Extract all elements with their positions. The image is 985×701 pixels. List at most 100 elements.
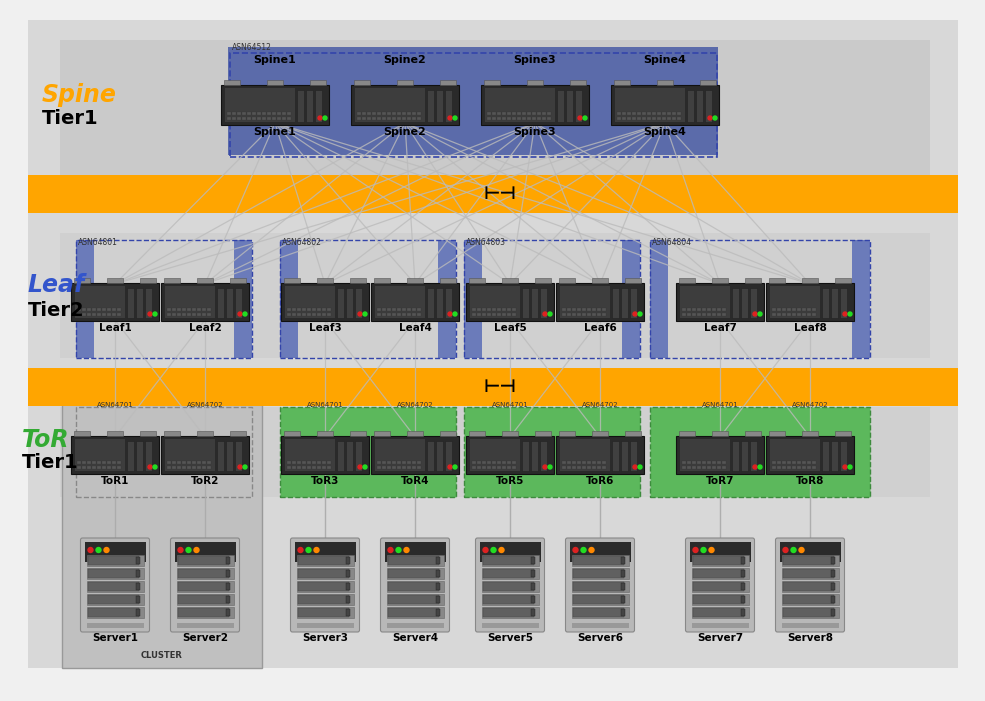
Bar (207, 466, 211, 469)
Bar (597, 466, 601, 469)
Bar (582, 308, 586, 311)
Bar (556, 436, 644, 474)
Bar (272, 117, 276, 120)
Bar (712, 431, 728, 436)
Bar (436, 90, 443, 122)
Bar (28, 175, 958, 213)
Bar (277, 117, 281, 120)
Bar (87, 555, 144, 566)
Bar (566, 90, 573, 122)
Bar (621, 596, 624, 603)
Bar (77, 313, 81, 316)
Bar (787, 308, 791, 311)
Bar (307, 313, 311, 316)
Bar (464, 240, 482, 358)
Bar (438, 240, 456, 358)
Bar (182, 461, 186, 464)
Bar (322, 461, 326, 464)
Bar (722, 308, 726, 311)
Bar (492, 112, 496, 115)
Bar (622, 240, 640, 358)
Bar (587, 308, 591, 311)
Bar (382, 117, 386, 120)
Bar (497, 461, 501, 464)
Bar (187, 308, 191, 311)
Text: Leaf7: Leaf7 (703, 323, 737, 333)
Bar (382, 466, 386, 469)
Bar (482, 623, 539, 628)
Bar (852, 240, 870, 358)
Bar (707, 313, 711, 316)
Circle shape (396, 547, 401, 552)
Bar (741, 441, 748, 471)
Circle shape (194, 547, 199, 552)
Circle shape (153, 465, 157, 469)
Bar (197, 313, 201, 316)
Bar (397, 80, 413, 85)
Bar (440, 80, 456, 85)
Bar (387, 112, 391, 115)
Bar (464, 407, 640, 497)
Text: ToR1: ToR1 (100, 476, 129, 486)
Bar (387, 582, 438, 591)
Bar (397, 308, 401, 311)
Bar (202, 466, 206, 469)
Bar (310, 80, 326, 85)
Bar (597, 461, 601, 464)
Bar (477, 313, 481, 316)
Bar (781, 568, 838, 579)
Bar (692, 461, 696, 464)
Circle shape (543, 465, 547, 469)
Bar (672, 112, 676, 115)
Bar (407, 461, 411, 464)
Bar (392, 461, 396, 464)
Bar (312, 313, 316, 316)
Bar (346, 583, 350, 590)
Text: CLUSTER: CLUSTER (141, 651, 183, 660)
Bar (372, 117, 376, 120)
Bar (807, 466, 811, 469)
Bar (140, 278, 156, 283)
Bar (597, 308, 601, 311)
Bar (782, 569, 833, 578)
Bar (777, 313, 781, 316)
Bar (402, 461, 406, 464)
Bar (412, 461, 416, 464)
Bar (136, 596, 140, 603)
Bar (712, 308, 716, 311)
Bar (287, 461, 291, 464)
Text: Server6: Server6 (577, 633, 623, 643)
Bar (469, 431, 485, 436)
Bar (547, 117, 551, 120)
Bar (317, 461, 321, 464)
Bar (741, 570, 745, 577)
Bar (435, 609, 439, 616)
Bar (374, 431, 390, 436)
Bar (387, 608, 438, 617)
Circle shape (453, 465, 457, 469)
Bar (712, 278, 728, 283)
Bar (750, 441, 757, 471)
Text: Leaf1: Leaf1 (98, 323, 131, 333)
Text: Spine4: Spine4 (643, 55, 687, 65)
Bar (567, 308, 571, 311)
Bar (487, 117, 491, 120)
Bar (87, 623, 144, 628)
Bar (466, 283, 554, 321)
Bar (145, 441, 152, 471)
Bar (292, 461, 296, 464)
Bar (602, 461, 606, 464)
Circle shape (753, 312, 757, 316)
Bar (285, 286, 335, 318)
Bar (691, 594, 749, 605)
Bar (802, 313, 806, 316)
Circle shape (148, 312, 152, 316)
Bar (512, 117, 516, 120)
Text: ToR7: ToR7 (705, 476, 734, 486)
Bar (587, 461, 591, 464)
Bar (560, 439, 610, 471)
Text: Server5: Server5 (487, 633, 533, 643)
Circle shape (633, 312, 637, 316)
Bar (167, 461, 171, 464)
Circle shape (483, 547, 488, 552)
